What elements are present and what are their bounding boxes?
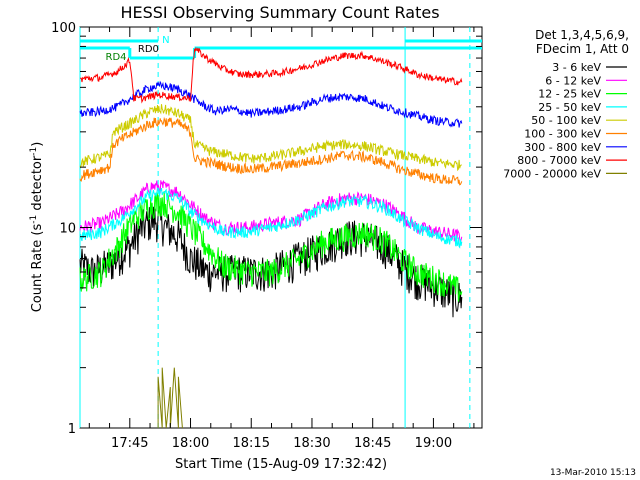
legend-header-line-2: FDecim 1, Att 0	[536, 42, 629, 56]
label-n: N	[162, 35, 169, 46]
series-line-1	[79, 179, 463, 243]
y-axis-label-mid: detector	[30, 155, 45, 215]
x-tick-label-3: 18:30	[293, 436, 330, 451]
axis-ticks	[80, 26, 482, 429]
x-tick-label-1: 18:00	[172, 436, 209, 451]
x-tick-label-4: 18:45	[354, 436, 391, 451]
x-tick-label-0: 17:45	[111, 436, 148, 451]
legend-label-2: 12 - 25 keV	[538, 88, 601, 101]
legend-header-line-1: Det 1,3,4,5,6,9,	[535, 28, 629, 42]
legend-label-0: 3 - 6 keV	[552, 61, 601, 74]
series-line-2	[79, 190, 463, 302]
label-rd0: RD0	[138, 44, 159, 55]
legend-label-3: 25 - 50 keV	[538, 101, 601, 114]
y-tick-label-2: 100	[51, 21, 76, 36]
y-tick-labels: 1 10 100	[51, 21, 76, 437]
series-line-5	[79, 116, 463, 186]
y-axis-label-main: Count Rate (s	[30, 224, 45, 313]
y-axis-label: Count Rate (s-1 detector-1)	[29, 142, 45, 313]
label-rd4: RD4	[106, 52, 127, 63]
legend-label-6: 300 - 800 keV	[524, 141, 601, 154]
series-line-6	[79, 80, 463, 128]
series-line-4	[79, 104, 462, 172]
x-tick-labels: 17:45 18:00 18:15 18:30 18:45 19:00	[111, 436, 452, 451]
series-layer	[79, 47, 463, 429]
y-tick-label-1: 10	[59, 222, 76, 237]
legend-label-8: 7000 - 20000 keV	[503, 167, 601, 180]
y-axis-label-exp2: -1	[29, 147, 39, 156]
series-line-3	[79, 187, 463, 249]
x-tick-label-5: 19:00	[415, 436, 452, 451]
y-axis-label-end: )	[30, 142, 45, 147]
chart-title: HESSI Observing Summary Count Rates	[120, 3, 439, 22]
legend-label-7: 800 - 7000 keV	[517, 154, 601, 167]
legend-label-1: 6 - 12 keV	[545, 74, 601, 87]
x-axis-label: Start Time (15-Aug-09 17:32:42)	[175, 457, 387, 472]
y-axis-label-exp1: -1	[29, 215, 39, 224]
series-line-8	[157, 367, 183, 429]
x-tick-label-2: 18:15	[233, 436, 270, 451]
legend-label-5: 100 - 300 keV	[524, 128, 601, 141]
footer-timestamp: 13-Mar-2010 15:13	[550, 468, 636, 478]
y-tick-label-0: 1	[68, 422, 76, 437]
legend-label-4: 50 - 100 keV	[531, 114, 601, 127]
series-line-7	[79, 47, 463, 104]
legend: Det 1,3,4,5,6,9, FDecim 1, Att 0 3 - 6 k…	[503, 28, 629, 180]
